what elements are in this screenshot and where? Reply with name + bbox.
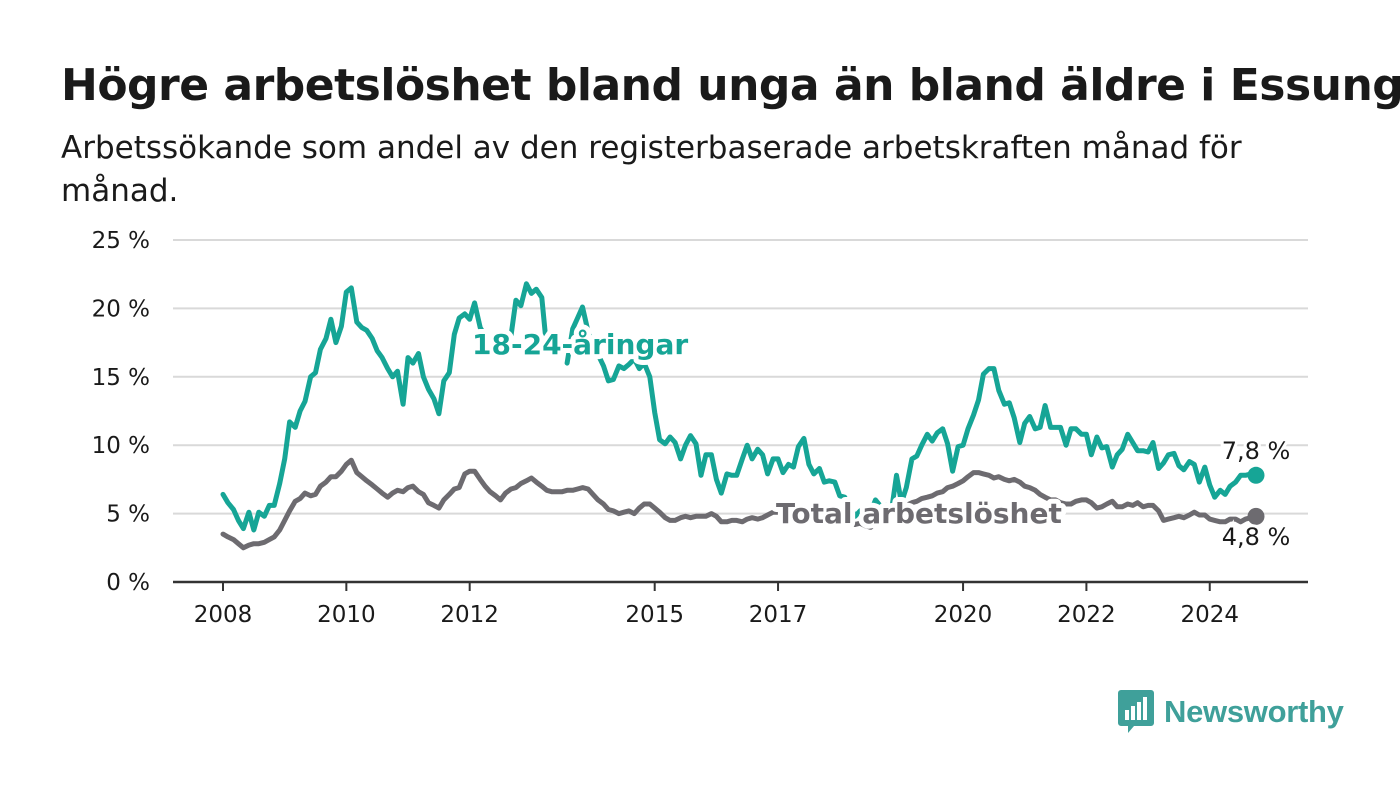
logo-text: Newsworthy — [1164, 694, 1344, 729]
y-tick-label: 10 % — [92, 433, 150, 459]
series-label-youth: 18-24-åringar — [472, 328, 688, 361]
label-layer: 18-24-åringar Total arbetslöshet 7,8 % 4,8 … — [467, 323, 1293, 554]
y-tick-label: 15 % — [92, 365, 150, 391]
x-tick-label: 2024 — [1180, 602, 1239, 628]
series-line-youth — [220, 285, 488, 533]
x-tick-label: 2015 — [625, 602, 684, 628]
series-layer — [220, 281, 1265, 551]
series-line-youth — [564, 304, 1259, 519]
x-tick-label: 2008 — [194, 602, 253, 628]
y-tick-label: 25 % — [92, 228, 150, 254]
axis-layer: 0 % 5 % 10 % 15 % 20 % 25 % 2008 2010 2012 2015 20… — [92, 228, 1308, 628]
x-tick-label: 2012 — [440, 602, 499, 628]
y-tick-label: 0 % — [106, 570, 150, 596]
end-label-youth: 7,8 % — [1222, 437, 1291, 465]
end-marker-youth — [1247, 466, 1265, 484]
series-line-total — [220, 457, 1259, 551]
series-label-total: Total arbetslöshet — [776, 497, 1062, 530]
x-tick-label: 2010 — [317, 602, 376, 628]
page-title: Högre arbetslöshet bland unga än bland ä… — [61, 60, 1400, 111]
x-tick-label: 2022 — [1057, 602, 1116, 628]
x-tick-label: 2017 — [749, 602, 808, 628]
y-tick-label: 20 % — [92, 296, 150, 322]
y-tick-label: 5 % — [106, 502, 150, 528]
end-marker-total — [1247, 507, 1265, 525]
x-tick-label: 2020 — [934, 602, 993, 628]
end-label-total: 4,8 % — [1222, 523, 1291, 551]
bar-chart-icon — [1118, 690, 1154, 733]
grid-layer — [173, 239, 1308, 515]
newsworthy-logo: Newsworthy — [1118, 690, 1344, 734]
page-subtitle: Arbetssökande som andel av den registerb… — [61, 130, 1242, 209]
series-line-youth — [508, 281, 550, 352]
